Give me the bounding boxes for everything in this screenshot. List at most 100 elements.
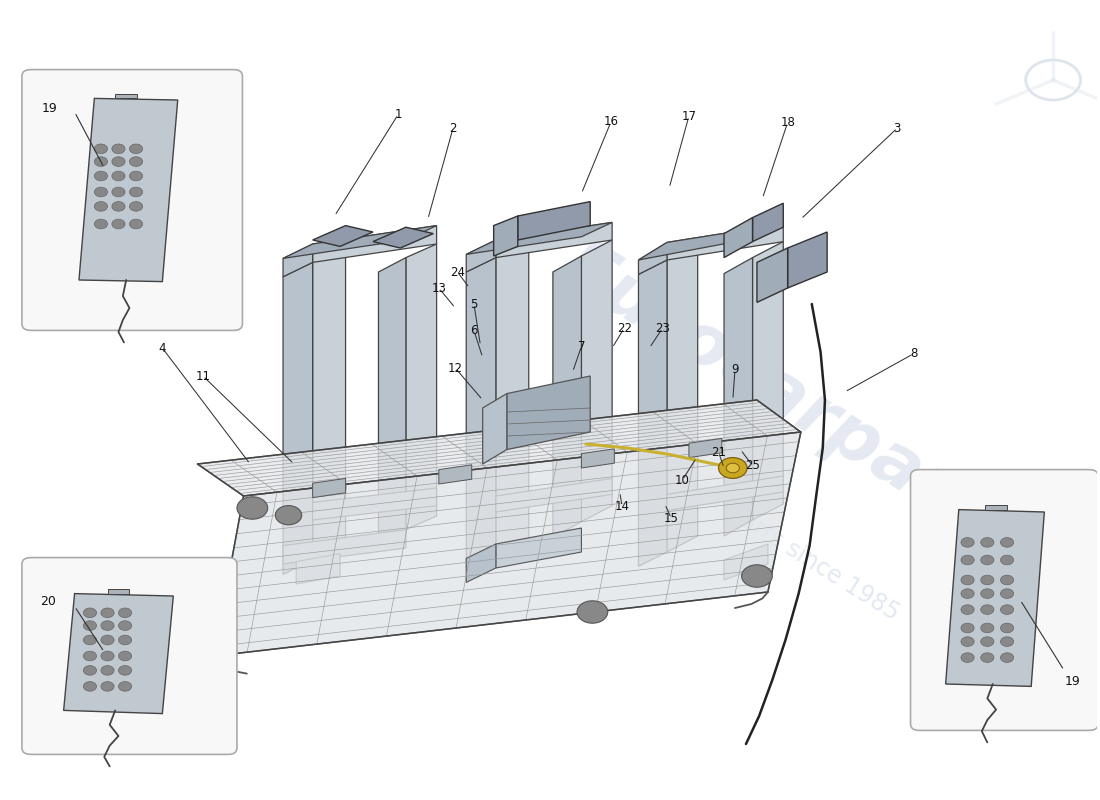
- Circle shape: [101, 635, 114, 645]
- Circle shape: [112, 157, 125, 166]
- Circle shape: [726, 463, 739, 473]
- Polygon shape: [466, 544, 496, 582]
- Polygon shape: [116, 94, 138, 98]
- FancyBboxPatch shape: [22, 70, 242, 330]
- Circle shape: [961, 589, 975, 598]
- Polygon shape: [312, 226, 437, 262]
- Polygon shape: [553, 256, 582, 538]
- Circle shape: [981, 605, 994, 614]
- Polygon shape: [667, 244, 697, 552]
- Polygon shape: [213, 432, 801, 656]
- Circle shape: [130, 202, 143, 211]
- Circle shape: [119, 635, 132, 645]
- Polygon shape: [946, 510, 1044, 686]
- Circle shape: [236, 497, 267, 519]
- Circle shape: [981, 555, 994, 565]
- Text: 1: 1: [395, 108, 402, 121]
- Polygon shape: [466, 222, 612, 254]
- Polygon shape: [283, 262, 312, 574]
- Circle shape: [130, 144, 143, 154]
- Polygon shape: [788, 232, 827, 288]
- Polygon shape: [667, 224, 783, 260]
- Text: 19: 19: [1065, 675, 1081, 688]
- Circle shape: [84, 621, 97, 630]
- Text: 3: 3: [893, 122, 901, 134]
- Circle shape: [101, 682, 114, 691]
- Circle shape: [1001, 605, 1013, 614]
- Circle shape: [981, 589, 994, 598]
- Polygon shape: [466, 240, 496, 272]
- Circle shape: [1001, 575, 1013, 585]
- Text: Eurocarparts: Eurocarparts: [548, 231, 1032, 569]
- Circle shape: [95, 219, 108, 229]
- Circle shape: [981, 637, 994, 646]
- Circle shape: [84, 635, 97, 645]
- Polygon shape: [496, 528, 582, 568]
- Polygon shape: [198, 400, 801, 496]
- Polygon shape: [724, 544, 768, 580]
- Text: 23: 23: [656, 322, 670, 334]
- Circle shape: [95, 202, 108, 211]
- Circle shape: [1001, 589, 1013, 598]
- FancyBboxPatch shape: [22, 558, 236, 754]
- Circle shape: [84, 666, 97, 675]
- Circle shape: [112, 171, 125, 181]
- Polygon shape: [724, 218, 752, 258]
- Circle shape: [119, 651, 132, 661]
- Polygon shape: [312, 226, 373, 246]
- Text: 24: 24: [450, 266, 465, 278]
- Polygon shape: [582, 240, 612, 522]
- Polygon shape: [483, 394, 507, 464]
- Circle shape: [101, 621, 114, 630]
- Text: 11: 11: [196, 370, 210, 382]
- Text: 9: 9: [732, 363, 739, 376]
- Text: 20: 20: [41, 595, 56, 608]
- Polygon shape: [496, 222, 612, 258]
- Text: 2: 2: [449, 122, 456, 134]
- Circle shape: [741, 565, 772, 587]
- Circle shape: [112, 219, 125, 229]
- Polygon shape: [283, 244, 312, 277]
- FancyBboxPatch shape: [911, 470, 1098, 730]
- Polygon shape: [518, 202, 591, 240]
- Text: 22: 22: [617, 322, 631, 334]
- Circle shape: [101, 608, 114, 618]
- Circle shape: [1001, 538, 1013, 547]
- Polygon shape: [757, 248, 788, 302]
- Polygon shape: [373, 227, 433, 248]
- Polygon shape: [79, 98, 178, 282]
- Circle shape: [961, 605, 975, 614]
- Circle shape: [112, 187, 125, 197]
- Polygon shape: [312, 248, 345, 560]
- Circle shape: [84, 682, 97, 691]
- Circle shape: [119, 682, 132, 691]
- Circle shape: [718, 458, 747, 478]
- Polygon shape: [582, 449, 614, 468]
- Circle shape: [95, 187, 108, 197]
- Circle shape: [119, 666, 132, 675]
- Text: 5: 5: [470, 298, 477, 310]
- Text: 13: 13: [431, 282, 447, 294]
- Text: 4: 4: [158, 342, 166, 354]
- Polygon shape: [689, 438, 722, 458]
- Circle shape: [275, 506, 301, 525]
- Polygon shape: [986, 505, 1008, 510]
- Polygon shape: [496, 242, 529, 554]
- Polygon shape: [752, 203, 783, 242]
- Text: 8: 8: [910, 347, 917, 360]
- Text: 12: 12: [448, 362, 463, 374]
- Circle shape: [961, 555, 975, 565]
- Polygon shape: [667, 476, 783, 510]
- Circle shape: [130, 187, 143, 197]
- Circle shape: [1001, 637, 1013, 646]
- Polygon shape: [406, 244, 437, 530]
- Polygon shape: [283, 530, 406, 564]
- Circle shape: [101, 666, 114, 675]
- Circle shape: [1001, 653, 1013, 662]
- Circle shape: [112, 144, 125, 154]
- Circle shape: [578, 601, 607, 623]
- Circle shape: [95, 171, 108, 181]
- Polygon shape: [378, 258, 406, 544]
- Circle shape: [981, 575, 994, 585]
- Text: 15: 15: [664, 512, 679, 525]
